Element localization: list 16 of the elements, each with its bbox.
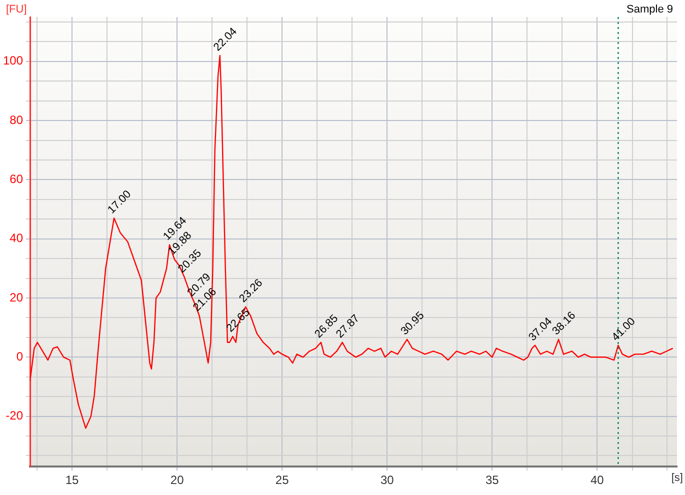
x-tick-label: 15 <box>65 473 80 488</box>
y-tick-label: 40 <box>10 231 24 246</box>
x-tick-label: 25 <box>275 473 290 488</box>
x-tick-label: 30 <box>380 473 394 488</box>
y-tick-label: -20 <box>6 408 24 423</box>
y-tick-label: 80 <box>10 112 24 127</box>
y-tick-label: 0 <box>16 349 24 364</box>
chart-title: Sample 9 <box>626 4 673 16</box>
y-tick-label: 100 <box>2 54 24 68</box>
x-tick-label: 20 <box>170 473 184 488</box>
y-tick-label: 60 <box>10 172 24 186</box>
y-tick-label: 20 <box>10 290 24 304</box>
x-tick-label: 40 <box>590 473 604 488</box>
x-axis-title: [s] <box>671 472 683 484</box>
y-axis-title: [FU] <box>6 4 27 16</box>
x-tick-label: 35 <box>485 473 500 488</box>
